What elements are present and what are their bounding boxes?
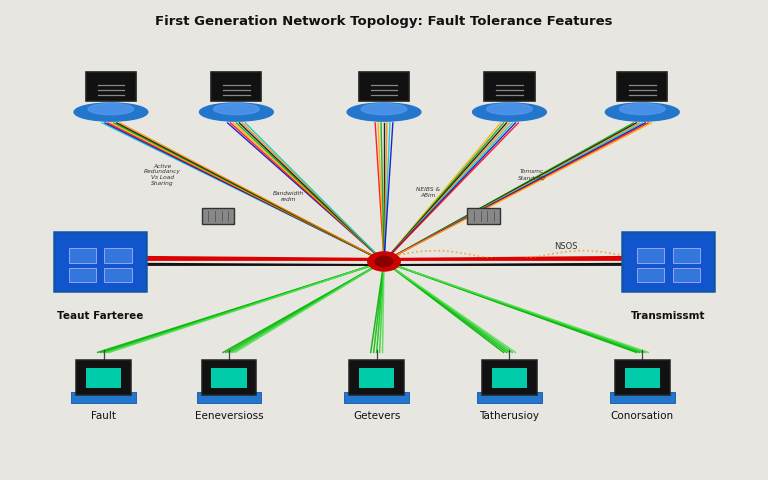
Text: Tomsmc
StandrdQ: Tomsmc StandrdQ [518,169,545,180]
FancyBboxPatch shape [610,392,675,403]
FancyBboxPatch shape [468,208,500,224]
Text: Getevers: Getevers [353,411,400,421]
Text: Teaut Farteree: Teaut Farteree [57,311,143,321]
Bar [624,368,660,388]
Ellipse shape [605,103,679,121]
Ellipse shape [361,103,407,115]
Text: Transmissmt: Transmissmt [631,311,705,321]
FancyBboxPatch shape [615,360,670,395]
Circle shape [375,256,393,267]
FancyBboxPatch shape [482,360,537,395]
FancyBboxPatch shape [211,72,261,101]
Ellipse shape [88,103,134,115]
Bar [673,249,700,263]
Ellipse shape [347,103,421,121]
Bar [359,368,394,388]
Text: Bandwidth
redm: Bandwidth redm [273,191,303,202]
FancyBboxPatch shape [344,392,409,403]
Bar [211,368,247,388]
FancyBboxPatch shape [349,360,404,395]
FancyBboxPatch shape [359,72,409,101]
Bar [637,249,664,263]
FancyBboxPatch shape [86,72,136,101]
Ellipse shape [487,103,532,115]
Ellipse shape [620,103,665,115]
Bar [492,368,527,388]
FancyBboxPatch shape [76,360,131,395]
Text: Active
Redundancy
Vs Load
Sharing: Active Redundancy Vs Load Sharing [144,164,181,186]
FancyBboxPatch shape [485,72,535,101]
Text: NSOS: NSOS [554,242,578,252]
Ellipse shape [200,103,273,121]
Ellipse shape [74,103,147,121]
Circle shape [368,252,400,271]
Bar [69,249,96,263]
FancyBboxPatch shape [54,231,146,291]
FancyBboxPatch shape [197,392,261,403]
Text: NEIBS &
ABim: NEIBS & ABim [416,187,440,198]
Text: Eeneversioss: Eeneversioss [195,411,263,421]
Bar [104,249,131,263]
Ellipse shape [472,103,546,121]
Title: First Generation Network Topology: Fault Tolerance Features: First Generation Network Topology: Fault… [155,15,613,28]
Bar [104,267,131,282]
Text: Tatherusioy: Tatherusioy [479,411,539,421]
Bar [637,267,664,282]
Text: Conorsation: Conorsation [611,411,674,421]
FancyBboxPatch shape [622,231,714,291]
FancyBboxPatch shape [202,208,234,224]
FancyBboxPatch shape [617,72,667,101]
Bar [86,368,121,388]
Text: Fault: Fault [91,411,116,421]
FancyBboxPatch shape [202,360,257,395]
Bar [69,267,96,282]
FancyBboxPatch shape [71,392,136,403]
Bar [673,267,700,282]
FancyBboxPatch shape [477,392,542,403]
Ellipse shape [214,103,260,115]
